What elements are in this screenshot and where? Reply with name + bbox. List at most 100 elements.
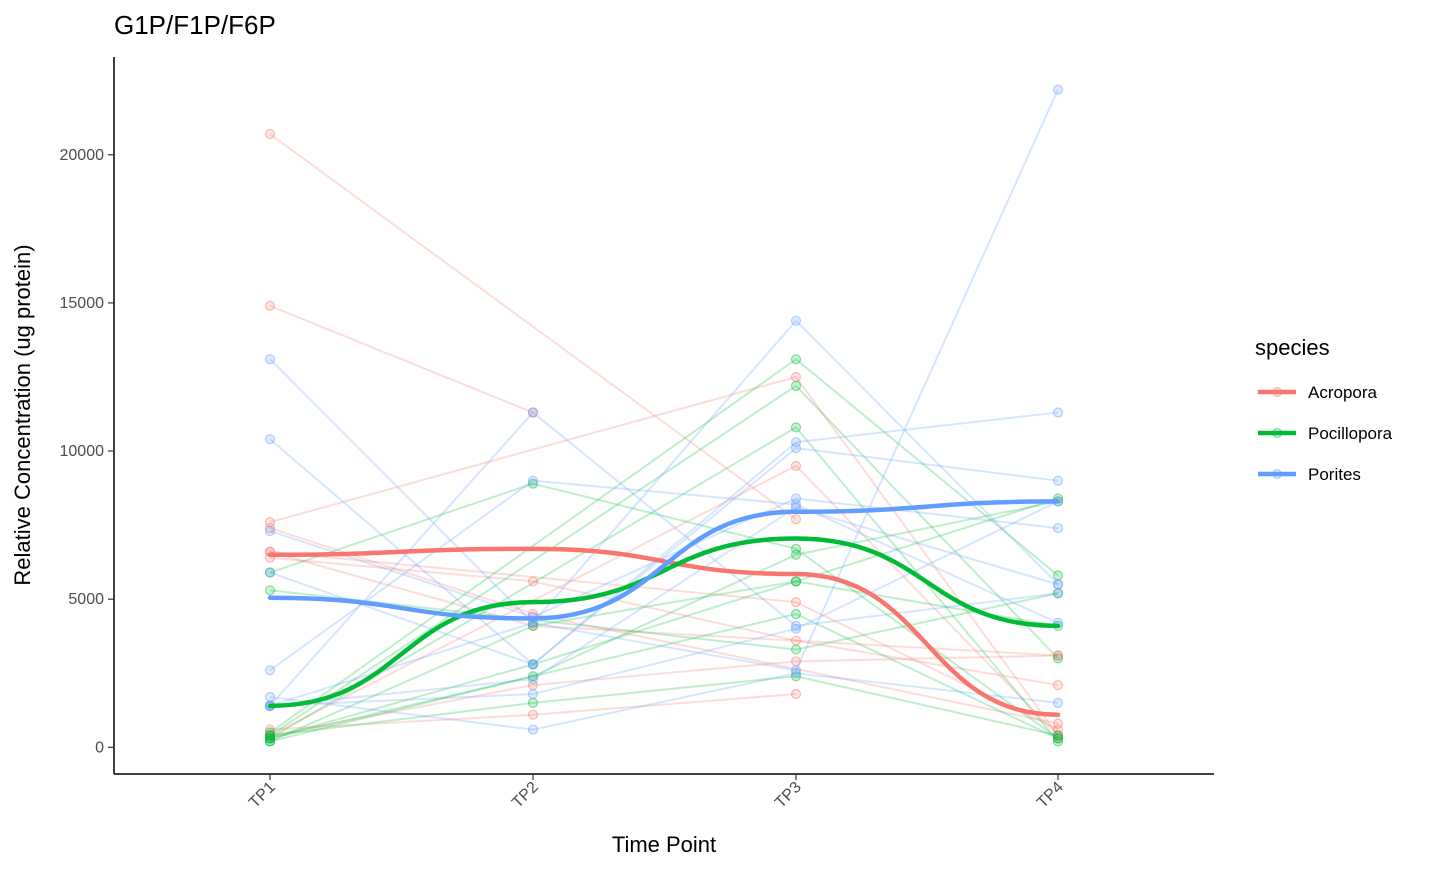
individual-line	[269, 384, 1059, 737]
data-point	[264, 434, 276, 445]
data-point	[790, 422, 802, 433]
smooth-line-porites	[267, 499, 1061, 621]
individual-line	[269, 589, 1059, 651]
y-tick-label: 10000	[60, 443, 105, 460]
data-point	[1052, 588, 1064, 599]
data-point	[264, 567, 276, 578]
data-point	[527, 697, 539, 708]
individual-line	[269, 527, 1059, 725]
data-point	[1052, 733, 1064, 744]
individual-line	[269, 319, 1059, 707]
data-point	[790, 576, 802, 587]
data-point	[1052, 522, 1064, 534]
data-point	[790, 665, 802, 676]
data-point	[790, 576, 802, 587]
individual-line	[269, 654, 1059, 737]
individual-line	[269, 447, 1059, 666]
smooth-line-acropora	[267, 546, 1061, 717]
y-axis-title: Relative Concentration (ug protein)	[10, 244, 35, 585]
y-tick-label: 0	[95, 739, 104, 756]
data-point	[1052, 588, 1064, 599]
individual-line	[269, 550, 1059, 657]
data-point	[790, 644, 802, 655]
data-point	[1052, 724, 1064, 735]
y-tick-label: 15000	[60, 295, 105, 312]
data-point	[1052, 697, 1064, 708]
data-point	[790, 460, 802, 471]
x-tick-label: TP1	[246, 779, 279, 812]
data-point	[264, 733, 276, 744]
data-point	[790, 620, 802, 631]
data-point	[527, 620, 539, 631]
individual-line	[269, 133, 797, 521]
individual-line	[269, 426, 1059, 743]
data-point	[1052, 475, 1064, 486]
data-point	[264, 730, 276, 741]
data-point	[1052, 579, 1064, 590]
data-point	[527, 620, 539, 631]
y-tick-label: 5000	[68, 591, 104, 608]
data-point	[1052, 730, 1064, 741]
data-point	[790, 354, 802, 365]
individual-line	[269, 506, 1059, 707]
data-point	[1052, 579, 1064, 590]
data-point	[790, 543, 802, 554]
data-point	[1052, 407, 1064, 418]
individual-line	[269, 693, 797, 731]
data-point	[264, 585, 276, 596]
data-point	[1052, 730, 1064, 741]
data-point	[1052, 736, 1064, 747]
data-point	[790, 437, 802, 448]
individual-line	[269, 411, 1059, 707]
data-point	[264, 354, 276, 365]
legend-key-point	[1272, 428, 1282, 438]
individual-line	[269, 580, 1059, 743]
data-point	[527, 407, 539, 418]
legend: species Acropora Pocillopora Porites	[1255, 335, 1393, 484]
legend-label: Porites	[1308, 465, 1361, 484]
data-point	[264, 300, 276, 311]
x-axis-ticks: TP1 TP2 TP3 TP4	[246, 774, 1067, 812]
data-point	[527, 475, 539, 486]
data-point	[790, 493, 802, 504]
data-point	[527, 680, 539, 691]
data-point	[264, 727, 276, 738]
chart-title: G1P/F1P/F6P	[114, 10, 276, 40]
x-tick-label: TP3	[772, 779, 805, 812]
data-point	[264, 525, 276, 537]
data-point	[527, 576, 539, 587]
data-point	[264, 736, 276, 747]
data-point	[264, 567, 276, 578]
data-point	[790, 668, 802, 679]
data-point	[790, 371, 802, 383]
data-point	[790, 688, 802, 700]
data-point	[790, 656, 802, 667]
data-point	[264, 522, 276, 534]
data-point	[790, 671, 802, 682]
data-point	[527, 659, 539, 670]
legend-label: Acropora	[1308, 383, 1378, 402]
legend-title: species	[1255, 335, 1330, 360]
data-point	[264, 730, 276, 741]
data-point	[790, 597, 802, 608]
data-point	[527, 724, 539, 735]
data-point	[527, 709, 539, 720]
data-point	[790, 623, 802, 634]
individual-line	[269, 672, 1059, 731]
data-point	[1052, 718, 1064, 729]
x-tick-label: TP4	[1034, 779, 1067, 812]
individual-line	[269, 304, 534, 414]
data-point	[790, 380, 802, 391]
legend-key-point	[1272, 469, 1282, 479]
data-point	[527, 688, 539, 700]
data-point	[264, 691, 276, 703]
data-point	[1052, 650, 1064, 661]
data-point	[790, 608, 802, 620]
data-point	[527, 674, 539, 685]
data-point	[790, 549, 802, 560]
individual-line	[269, 479, 1059, 672]
data-point	[790, 635, 802, 646]
data-point	[264, 733, 276, 744]
individual-line	[269, 612, 1059, 740]
